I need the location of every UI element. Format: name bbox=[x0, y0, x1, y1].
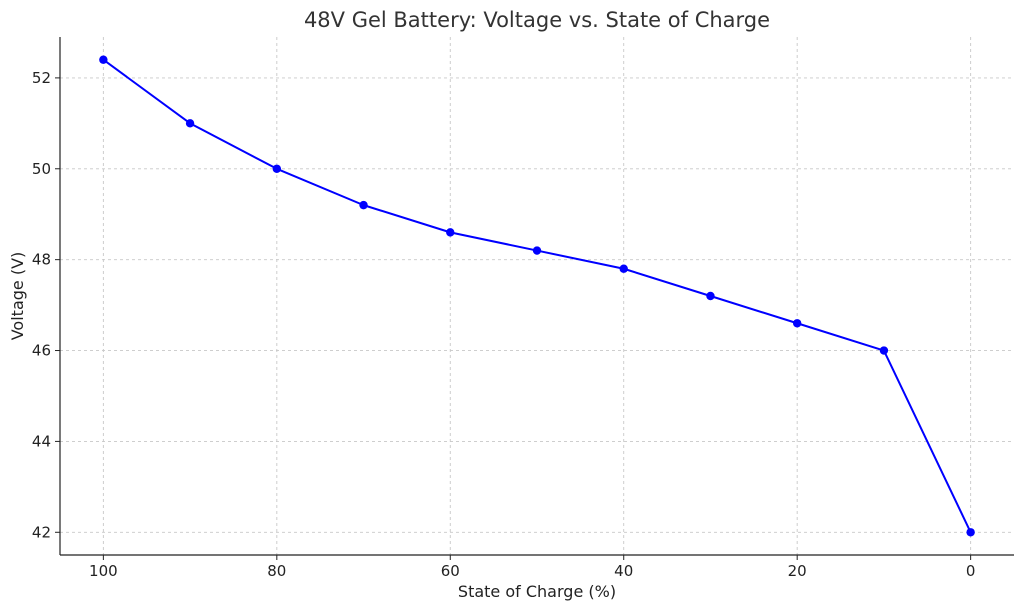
chart-title: 48V Gel Battery: Voltage vs. State of Ch… bbox=[304, 8, 770, 32]
x-tick-label: 20 bbox=[788, 562, 807, 580]
x-axis-label: State of Charge (%) bbox=[458, 582, 616, 601]
data-point bbox=[99, 55, 108, 64]
axes: 100 80 60 40 20 0 42 44 46 48 50 52 bbox=[32, 37, 1014, 580]
y-tick-label: 46 bbox=[32, 342, 51, 360]
y-axis-label: Voltage (V) bbox=[8, 252, 27, 341]
data-point bbox=[792, 319, 802, 328]
grid bbox=[60, 37, 1014, 555]
data-point bbox=[619, 264, 628, 273]
data-point bbox=[532, 246, 542, 255]
data-point bbox=[706, 291, 715, 301]
plot-area bbox=[99, 55, 975, 537]
data-point bbox=[966, 528, 975, 537]
x-tick-label: 60 bbox=[441, 562, 460, 580]
y-tick-label: 42 bbox=[32, 523, 51, 541]
data-point bbox=[879, 346, 889, 355]
y-tick-label: 52 bbox=[32, 69, 51, 87]
data-point bbox=[272, 164, 282, 173]
series-line bbox=[102, 58, 972, 533]
x-tick-label: 40 bbox=[614, 562, 633, 580]
y-tick-label: 50 bbox=[32, 160, 51, 178]
y-tick-label: 48 bbox=[32, 251, 51, 269]
x-tick-label: 0 bbox=[966, 562, 976, 580]
x-tick-label: 100 bbox=[89, 562, 118, 580]
y-tick-label: 44 bbox=[32, 432, 51, 450]
x-tick-label: 80 bbox=[267, 562, 286, 580]
data-point bbox=[446, 228, 455, 237]
data-point bbox=[185, 119, 195, 128]
data-point bbox=[359, 200, 368, 210]
